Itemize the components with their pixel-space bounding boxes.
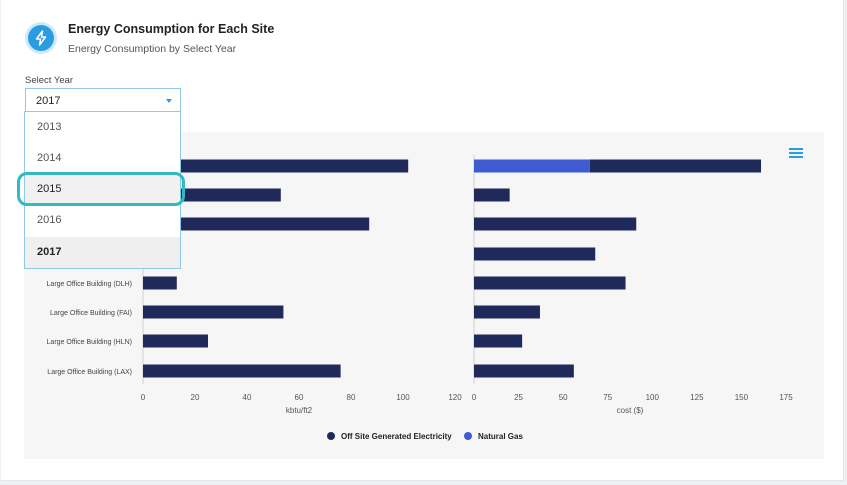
lightning-bolt-icon (25, 22, 57, 54)
cost-bar (589, 159, 762, 173)
cost-tick-label: 150 (735, 393, 749, 402)
select-year-label: Select Year (25, 75, 74, 86)
hamburger-menu-icon[interactable] (789, 148, 803, 159)
cost-tick-label: 125 (690, 393, 704, 402)
energy-bar (143, 305, 284, 319)
cost-tick-label: 75 (603, 393, 612, 402)
cost-bar (474, 188, 510, 202)
cost-tick-label: 50 (559, 393, 568, 402)
energy-bar (143, 364, 341, 378)
cost-tick-label: 175 (779, 393, 793, 402)
year-option-2017[interactable]: 2017 (25, 237, 180, 268)
year-select[interactable]: 2017 (25, 88, 181, 112)
energy-tick-label: 120 (448, 393, 462, 402)
category-label: Large Office Building (FAI) (50, 310, 132, 317)
card-title: Energy Consumption for Each Site (68, 22, 275, 36)
cost-bar (474, 217, 637, 231)
energy-tick-label: 100 (396, 393, 410, 402)
energy-bar (143, 334, 208, 348)
cost-bar (474, 364, 574, 378)
year-select-value: 2017 (36, 95, 61, 107)
energy-tick-label: 20 (191, 393, 200, 402)
year-option-2013[interactable]: 2013 (37, 121, 62, 133)
energy-bar (143, 217, 370, 231)
cost-tick-label: 0 (472, 393, 477, 402)
category-label: Large Office Building (LAX) (47, 369, 132, 376)
cost-tick-label: 25 (514, 393, 523, 402)
year-option-2014[interactable]: 2014 (37, 152, 62, 164)
cost-bar (474, 247, 596, 261)
cost-bar (474, 159, 590, 173)
energy-bar (143, 276, 177, 290)
cost-tick-label: 100 (646, 393, 660, 402)
category-label: Large Office Building (HLN) (47, 339, 132, 346)
energy-tick-label: 80 (347, 393, 356, 402)
cost-bar (474, 276, 626, 290)
year-dropdown[interactable]: 2013 2014 2015 2016 2017 (24, 111, 181, 269)
legend-gas-label: Natural Gas (478, 432, 523, 441)
energy-tick-label: 0 (141, 393, 146, 402)
legend-gas-swatch (464, 432, 472, 440)
energy-axis-title: kbtu/ft2 (286, 406, 313, 415)
energy-tick-label: 40 (243, 393, 252, 402)
year-option-2016[interactable]: 2016 (37, 214, 62, 226)
cost-bar (474, 305, 540, 319)
card-subtitle: Energy Consumption by Select Year (68, 43, 237, 55)
caret-down-icon[interactable] (166, 99, 172, 103)
year-option-2015[interactable]: 2015 (25, 174, 180, 205)
cost-bar (474, 334, 523, 348)
cost-axis-title: cost ($) (617, 406, 644, 415)
category-label: Large Office Building (DLH) (47, 281, 132, 288)
energy-bar (143, 159, 409, 173)
legend-electricity-swatch (327, 432, 335, 440)
legend-electricity-label: Off Site Generated Electricity (341, 432, 452, 441)
energy-tick-label: 60 (295, 393, 304, 402)
